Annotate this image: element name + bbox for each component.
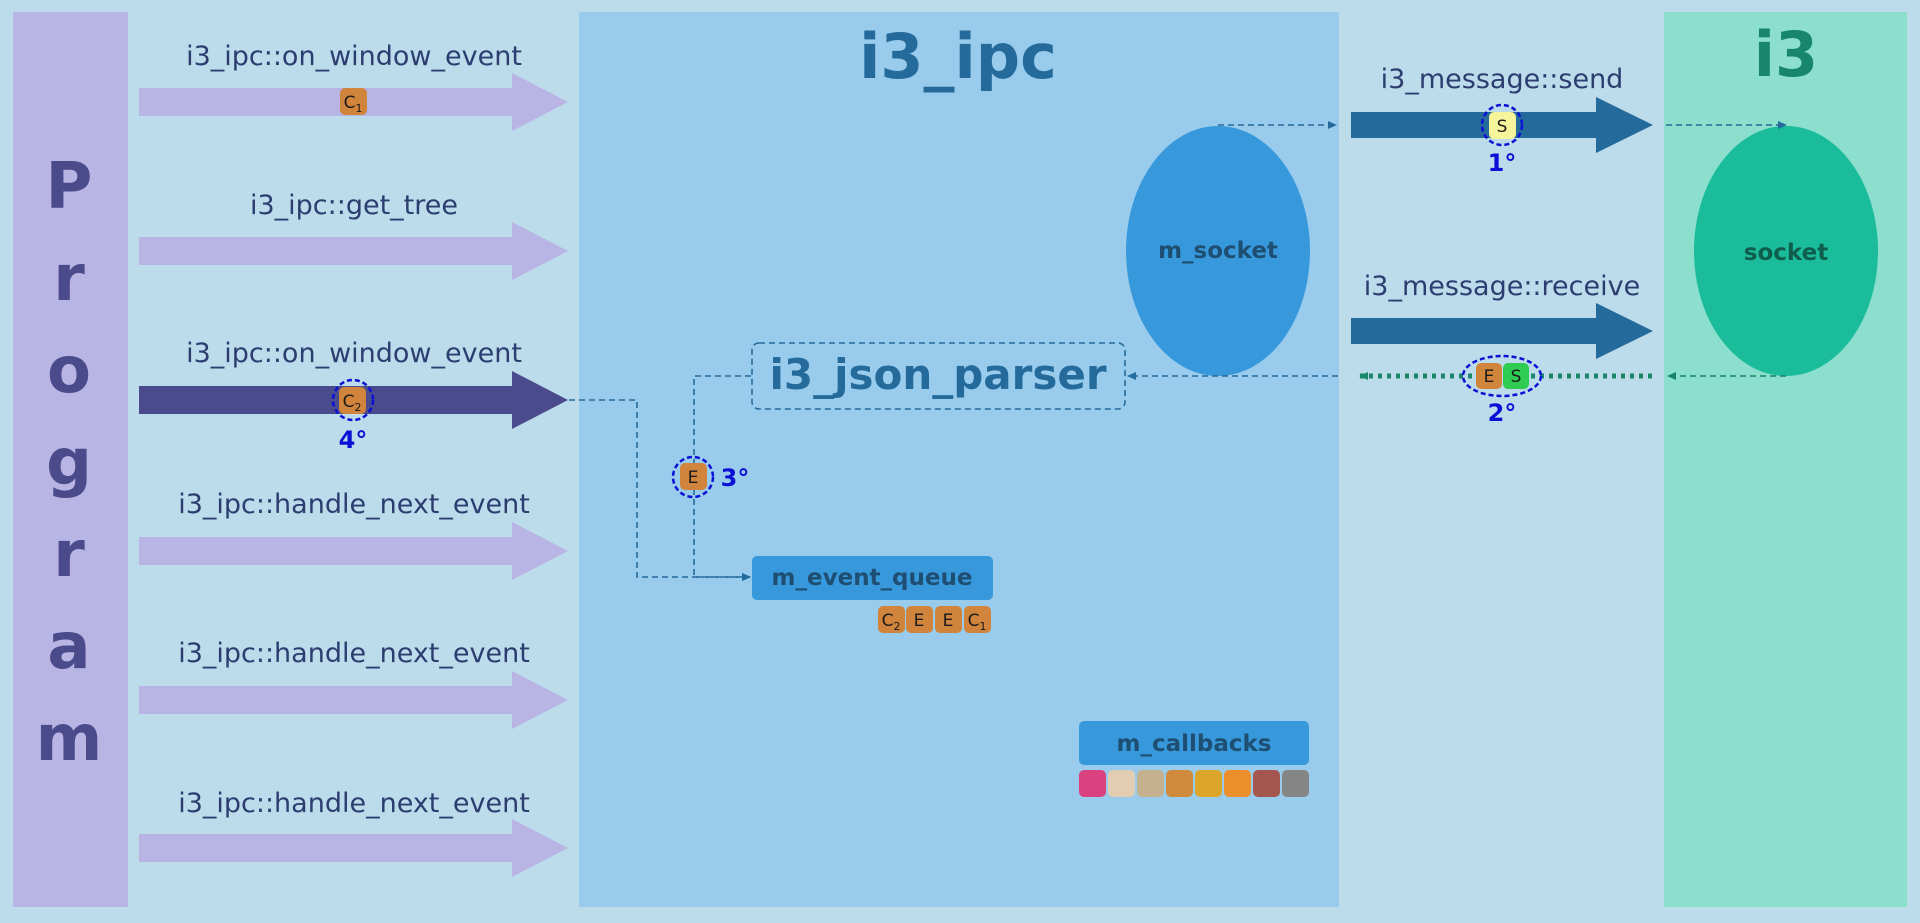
receive-arrow (1351, 303, 1653, 359)
call-arrow-shape (139, 222, 568, 280)
call-label: i3_ipc::handle_next_event (178, 638, 530, 669)
queue-token (906, 606, 933, 633)
call-label: i3_ipc::on_window_event (186, 41, 522, 72)
svg-text:C2: C2 (343, 392, 362, 414)
callback-swatch (1166, 770, 1193, 797)
callback-swatch (1195, 770, 1222, 797)
call-arrow-shape (139, 671, 568, 729)
token-letter: E (688, 468, 699, 488)
queue-token (878, 606, 905, 633)
queue-token (935, 606, 962, 633)
token-letter: C (882, 611, 894, 631)
call-arrow-shape (139, 819, 568, 877)
call-label: i3_ipc::handle_next_event (178, 788, 530, 819)
token-event (1476, 363, 1502, 389)
i3-socket (1694, 126, 1878, 376)
token-letter: S (1511, 367, 1522, 387)
token-letter: S (1497, 117, 1508, 137)
svg-text:C2: C2 (882, 611, 901, 633)
call-arrow: i3_ipc::on_window_event (139, 41, 568, 131)
step-4-label: 4° (339, 426, 368, 454)
svg-text:C1: C1 (968, 611, 987, 633)
token-letter: C (344, 93, 356, 113)
json-parser-label: i3_json_parser (769, 350, 1106, 399)
callback-swatch (1108, 770, 1135, 797)
send-label: i3_message::send (1381, 64, 1624, 95)
callback-swatch (1282, 770, 1309, 797)
i3-ipc-title: i3_ipc (859, 20, 1057, 93)
program-letter: r (53, 242, 85, 316)
callback-swatch (1079, 770, 1106, 797)
event-queue-tokens: C2 E E C1 (878, 606, 991, 633)
callbacks-box (1079, 721, 1309, 765)
callback-swatches (1079, 770, 1309, 797)
step-2-label: 2° (1488, 399, 1517, 427)
token-subscript: 1 (979, 620, 986, 633)
token-send: S (1480, 103, 1524, 147)
queue-token (964, 606, 991, 633)
m-socket (1126, 126, 1310, 376)
i3-title: i3 (1754, 18, 1818, 91)
event-queue-box (752, 556, 993, 600)
call-arrow-shape (139, 522, 568, 580)
token-event-parsed: E (671, 455, 715, 499)
token-c2: C2 (331, 378, 375, 422)
program-letter: g (46, 426, 92, 500)
call-label: i3_ipc::on_window_event (186, 338, 522, 369)
call-arrow: i3_ipc::handle_next_event (139, 638, 568, 729)
token-highlight-ring (1461, 354, 1543, 398)
call-label: i3_ipc::get_tree (250, 190, 458, 221)
token-letter: E (943, 611, 954, 631)
callback-swatch (1224, 770, 1251, 797)
receive-label: i3_message::receive (1364, 271, 1640, 302)
token-response-group: E S (1461, 354, 1543, 398)
token-subscript: 2 (893, 620, 900, 633)
token-letter: E (914, 611, 925, 631)
token-highlight-ring (331, 378, 375, 422)
program-label: P r o g r a m (36, 150, 103, 776)
token-subscript: 1 (355, 102, 362, 115)
callback-swatch (1253, 770, 1280, 797)
program-panel (13, 12, 128, 907)
call-arrow: i3_ipc::handle_next_event (139, 788, 568, 877)
call-label: i3_ipc::handle_next_event (178, 489, 530, 520)
step-1-label: 1° (1488, 149, 1517, 177)
program-letter: r (53, 518, 85, 592)
event-queue-label: m_event_queue (772, 565, 973, 591)
m-socket-label: m_socket (1158, 238, 1278, 264)
token-subscript: 2 (354, 401, 361, 414)
program-letter: o (47, 334, 91, 408)
call-arrow-active: i3_ipc::on_window_event (139, 338, 568, 429)
callbacks-label: m_callbacks (1117, 731, 1272, 757)
json-parser-box (751, 342, 1126, 410)
token-letter: C (968, 611, 980, 631)
call-arrow: i3_ipc::handle_next_event (139, 489, 568, 580)
token-highlight-ring (1480, 103, 1524, 147)
step-3-label: 3° (721, 464, 750, 492)
token-letter: E (1484, 367, 1495, 387)
i3-socket-label: socket (1744, 240, 1828, 266)
token-send-response (1503, 363, 1529, 389)
program-letter: m (36, 702, 103, 776)
connector-call-to-queue (569, 399, 751, 581)
token-letter: C (343, 392, 355, 412)
svg-text:C1: C1 (344, 93, 363, 115)
call-arrow: i3_ipc::get_tree (139, 190, 568, 280)
token-highlight-ring (671, 455, 715, 499)
token-c1: C1 (340, 88, 367, 115)
program-letter: a (47, 610, 90, 684)
program-letter: P (46, 150, 93, 224)
callback-swatch (1137, 770, 1164, 797)
